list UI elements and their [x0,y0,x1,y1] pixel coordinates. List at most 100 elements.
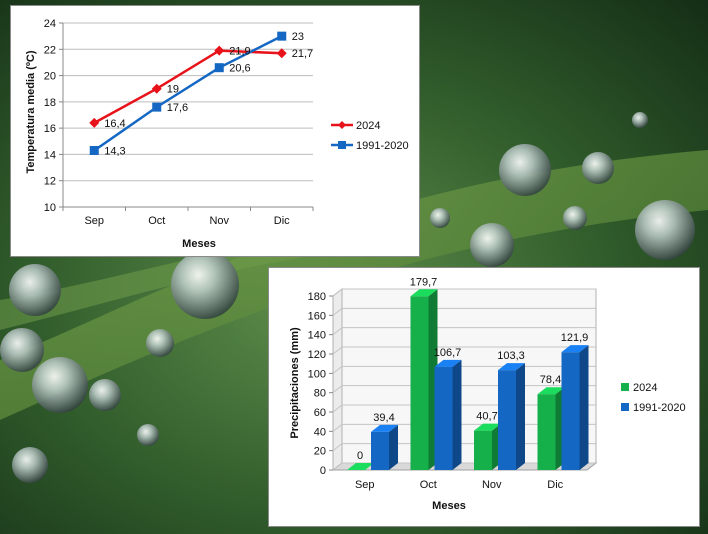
precipitation-y-tick-label: 0 [320,465,326,477]
temperature-point-marker [276,48,287,59]
precipitation-legend: 2024 1991-2020 [621,382,686,414]
precipitation-y-tick-label: 180 [308,291,326,303]
precipitation-y-tick-label: 80 [314,388,326,400]
precipitation-bar-2024-Dic [537,387,565,470]
bar-front-face [474,430,492,470]
bar-front-face [410,296,429,470]
precipitation-y-tick-label: 140 [308,330,326,342]
bar-front-face [561,352,580,470]
temperature-series-line-1991-2020 [93,35,283,152]
temperature-point-marker [277,31,287,41]
temperature-y-tick-label: 18 [44,97,56,109]
precipitation-bar-2024-Sep [347,463,374,470]
precipitation-y-tick-label: 20 [314,446,326,458]
bar-side-face [389,424,398,470]
bar-top-face [498,363,525,371]
precipitation-data-label: 103,3 [497,350,525,362]
water-drops [0,112,695,483]
precipitation-bar-1991-2020-Sep [371,424,398,470]
precipitation-bar-2024-Nov [474,423,501,470]
legend-label-1991-2020: 1991-2020 [356,140,409,152]
precipitation-gridline [332,288,596,297]
precipitation-side-wall [332,287,343,472]
precipitation-y-tick-label: 120 [308,349,326,361]
temperature-y-axis-title: Temperatura media (ºC) [25,50,37,173]
temperature-point-marker [89,117,100,128]
precipitation-bar-chart: 0 20 40 60 80 100 120 140 160 180 Sep Oct Nov Dic 0 3… [289,276,686,512]
bar-top-face [410,289,438,297]
precipitation-gridline [332,307,596,316]
bar-side-face [516,363,525,470]
temperature-data-label: 19 [167,84,179,96]
precipitation-bar-1991-2020-Dic [561,345,589,470]
precipitation-x-tick-label: Dic [547,479,563,491]
temperature-legend: 2024 1991-2020 [331,120,409,152]
temperature-x-tick-label: Sep [84,215,104,227]
precipitation-x-tick-label: Oct [420,479,437,491]
temperature-point-marker [152,102,162,112]
temperature-point-marker [214,45,225,56]
temperature-y-tick-label: 20 [44,71,56,83]
bar-side-face [452,359,462,470]
bar-front-face [498,370,516,470]
temperature-x-tick-label: Oct [148,215,165,227]
temperature-x-axis-title: Meses [182,238,216,250]
bar-top-face [561,345,589,353]
precipitation-bar-2024-Oct [410,289,438,470]
bar-front-face [434,366,453,470]
precipitation-data-label: 0 [357,450,363,462]
precipitation-y-tick-label: 100 [308,368,326,380]
precipitation-data-label: 179,7 [410,276,438,288]
precipitation-gridline [332,346,596,355]
precipitation-gridline [332,327,596,336]
bar-top-face [537,387,565,395]
temperature-line-chart: 10 12 14 16 18 20 22 24 Sep Oct Nov Dic 16,4 19 21,9… [25,18,409,250]
precipitation-data-label: 39,4 [373,412,394,424]
legend-swatch-2024 [621,383,629,391]
precipitation-y-tick-label: 60 [314,407,326,419]
precipitation-bar-1991-2020-Oct [434,359,462,470]
precipitation-bar-1991-2020-Nov [498,363,525,470]
precipitation-data-label: 78,4 [540,374,561,386]
precipitation-y-tick-label: 160 [308,310,326,322]
temperature-point-marker [151,83,162,94]
legend-swatch-1991-2020 [621,403,629,411]
temperature-y-tick-label: 16 [44,123,56,135]
bar-front-face [371,431,389,470]
legend-label-1991-2020: 1991-2020 [633,402,686,414]
temperature-data-label: 23 [292,31,304,43]
temperature-y-tick-label: 10 [44,202,56,214]
bar-top-face [347,463,374,470]
bar-top-face [474,423,501,431]
temperature-point-marker [89,145,99,155]
temperature-data-label: 20,6 [229,63,250,75]
temperature-x-tick-label: Nov [209,215,229,227]
precipitation-chart-panel: 0 20 40 60 80 100 120 140 160 180 Sep Oct Nov Dic 0 3… [268,267,700,527]
temperature-x-tick-label: Dic [274,215,290,227]
legend-marker-1991-2020 [338,141,346,149]
temperature-data-label: 21,9 [229,46,250,58]
precipitation-y-axis-title: Precipitaciones (mm) [289,327,301,439]
temperature-y-tick-label: 12 [44,176,56,188]
precipitation-data-label: 121,9 [561,332,589,344]
temperature-chart-panel: 10 12 14 16 18 20 22 24 Sep Oct Nov Dic 16,4 19 21,9… [10,5,420,257]
legend-marker-2024 [338,121,346,129]
temperature-y-tick-label: 24 [44,18,56,30]
precipitation-data-label: 40,7 [476,411,497,423]
bar-top-face [371,424,398,432]
bar-top-face [434,359,462,367]
temperature-data-label: 21,7 [292,48,313,60]
precipitation-data-label: 106,7 [434,347,462,359]
temperature-data-label: 16,4 [104,118,125,130]
temperature-data-label: 17,6 [167,102,188,114]
bar-front-face [537,394,556,470]
legend-label-2024: 2024 [356,120,380,132]
precipitation-x-tick-label: Sep [355,479,375,491]
temperature-data-label: 14,3 [104,145,125,157]
temperature-point-marker [214,63,224,73]
temperature-y-tick-label: 22 [44,44,56,56]
precipitation-x-axis-title: Meses [432,500,466,512]
temperature-y-tick-label: 14 [44,149,56,161]
precipitation-x-tick-label: Nov [482,479,502,491]
legend-label-2024: 2024 [633,382,657,394]
